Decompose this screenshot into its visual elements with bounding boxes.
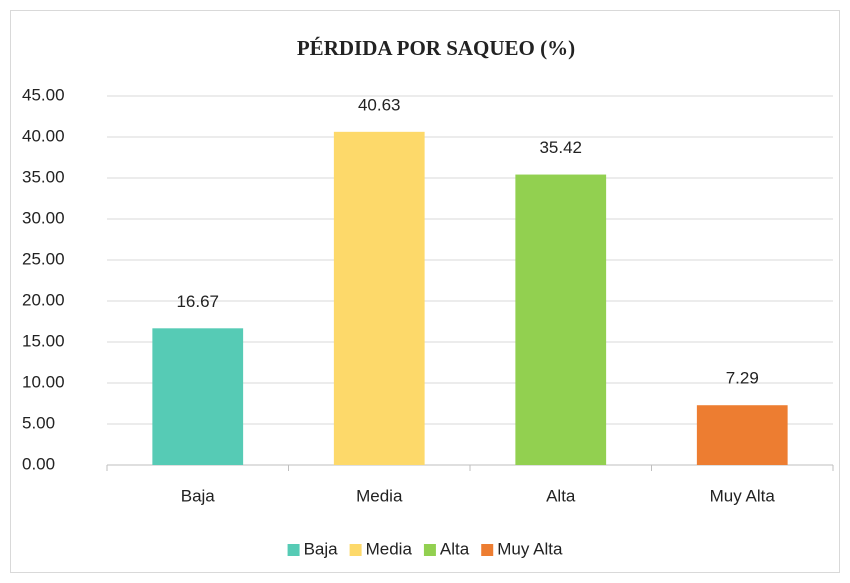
y-tick-label: 20.00: [22, 290, 65, 309]
legend-label: Media: [366, 539, 413, 558]
y-tick-label: 35.00: [22, 167, 65, 186]
bar: [696, 405, 788, 465]
y-tick-label: 30.00: [22, 208, 65, 227]
data-label: 35.42: [539, 138, 582, 157]
y-tick-label: 5.00: [22, 413, 55, 432]
chart-border: [10, 10, 840, 573]
x-tick-label: Media: [356, 486, 403, 505]
bar: [333, 131, 425, 466]
legend-swatch: [423, 544, 436, 556]
bar: [152, 328, 244, 465]
legend-label: Alta: [440, 539, 470, 558]
x-tick-label: Muy Alta: [710, 486, 776, 505]
x-tick-label: Baja: [181, 486, 216, 505]
y-tick-label: 0.00: [22, 454, 55, 473]
y-tick-label: 25.00: [22, 249, 65, 268]
legend-label: Baja: [304, 539, 339, 558]
y-tick-label: 15.00: [22, 331, 65, 350]
legend-swatch: [481, 544, 494, 556]
y-tick-label: 40.00: [22, 126, 65, 145]
legend-label: Muy Alta: [497, 539, 563, 558]
data-label: 16.67: [176, 292, 219, 311]
bar: [515, 174, 607, 465]
chart-title: PÉRDIDA POR SAQUEO (%): [297, 36, 575, 60]
legend-swatch: [349, 544, 362, 556]
y-tick-label: 45.00: [22, 85, 65, 104]
legend-swatch: [287, 544, 300, 556]
data-label: 40.63: [358, 95, 401, 114]
y-tick-label: 10.00: [22, 372, 65, 391]
data-label: 7.29: [726, 369, 759, 388]
x-tick-label: Alta: [546, 486, 576, 505]
